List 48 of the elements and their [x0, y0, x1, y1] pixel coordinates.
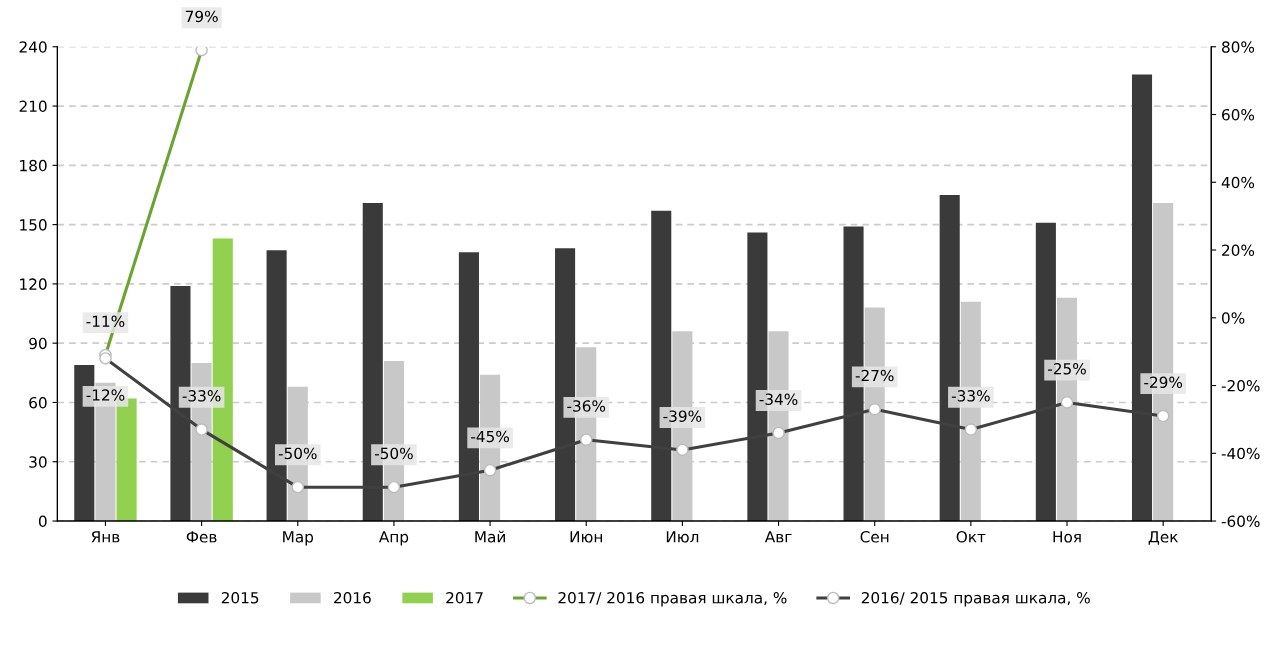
data-label: -34% — [759, 393, 798, 405]
y-tick-label: 90 — [29, 337, 47, 350]
data-label: -50% — [374, 447, 413, 460]
data-label: -11% — [86, 315, 125, 328]
legend-label: 2016/ 2015 правая шкала, % — [861, 591, 1090, 607]
x-tick-label: Ноя — [1053, 531, 1081, 543]
y2-tick-label: 20% — [1222, 244, 1255, 257]
data-label: -12% — [86, 389, 125, 401]
legend-label: 2016 — [334, 591, 371, 604]
x-tick-label: Янв — [91, 531, 120, 543]
data-label: -27% — [855, 369, 894, 382]
legend-label: 2017/ 2016 правая шкала, % — [558, 591, 787, 607]
x-tick-label: Авг — [764, 531, 792, 543]
x-tick-label: Сен — [860, 531, 889, 543]
y-tick-label: 60 — [29, 396, 47, 409]
y2-tick-label: -40% — [1221, 447, 1260, 460]
data-label: -36% — [567, 400, 606, 412]
y-tick-label: 0 — [38, 515, 47, 528]
data-label: 79% — [185, 10, 218, 23]
y-tick-label: 210 — [19, 100, 47, 113]
y-tick-label: 30 — [29, 456, 47, 468]
data-label: -50% — [278, 447, 317, 460]
x-tick-label: Июн — [570, 531, 602, 543]
y-tick-label: 180 — [20, 159, 47, 172]
data-label: -29% — [1144, 376, 1183, 389]
x-tick-label: Май — [475, 530, 505, 543]
y-tick-label: 120 — [20, 278, 47, 290]
y2-tick-label: 40% — [1221, 176, 1255, 189]
data-label: -25% — [1048, 362, 1086, 375]
data-label: -33% — [951, 390, 990, 402]
y2-tick-label: -20% — [1221, 380, 1260, 392]
legend-label: 2017 — [446, 591, 483, 604]
y2-tick-label: 0% — [1221, 312, 1245, 324]
data-label: -45% — [471, 430, 509, 443]
y2-tick-label: 80% — [1222, 41, 1255, 53]
data-label: -33% — [182, 390, 221, 402]
x-tick-label: Фев — [186, 531, 217, 543]
legend-label: 2015 — [221, 591, 259, 604]
x-tick-label: Дек — [1148, 531, 1178, 545]
x-tick-label: Апр — [378, 531, 409, 546]
x-tick-label: Мар — [283, 531, 314, 546]
y-tick-label: 240 — [19, 41, 47, 53]
x-tick-label: Окт — [956, 531, 986, 543]
x-tick-label: Июл — [666, 531, 699, 543]
y-tick-label: 150 — [20, 219, 47, 231]
y2-tick-label: -60% — [1221, 515, 1260, 528]
data-label: -39% — [663, 410, 702, 422]
y2-tick-label: 60% — [1222, 108, 1255, 121]
